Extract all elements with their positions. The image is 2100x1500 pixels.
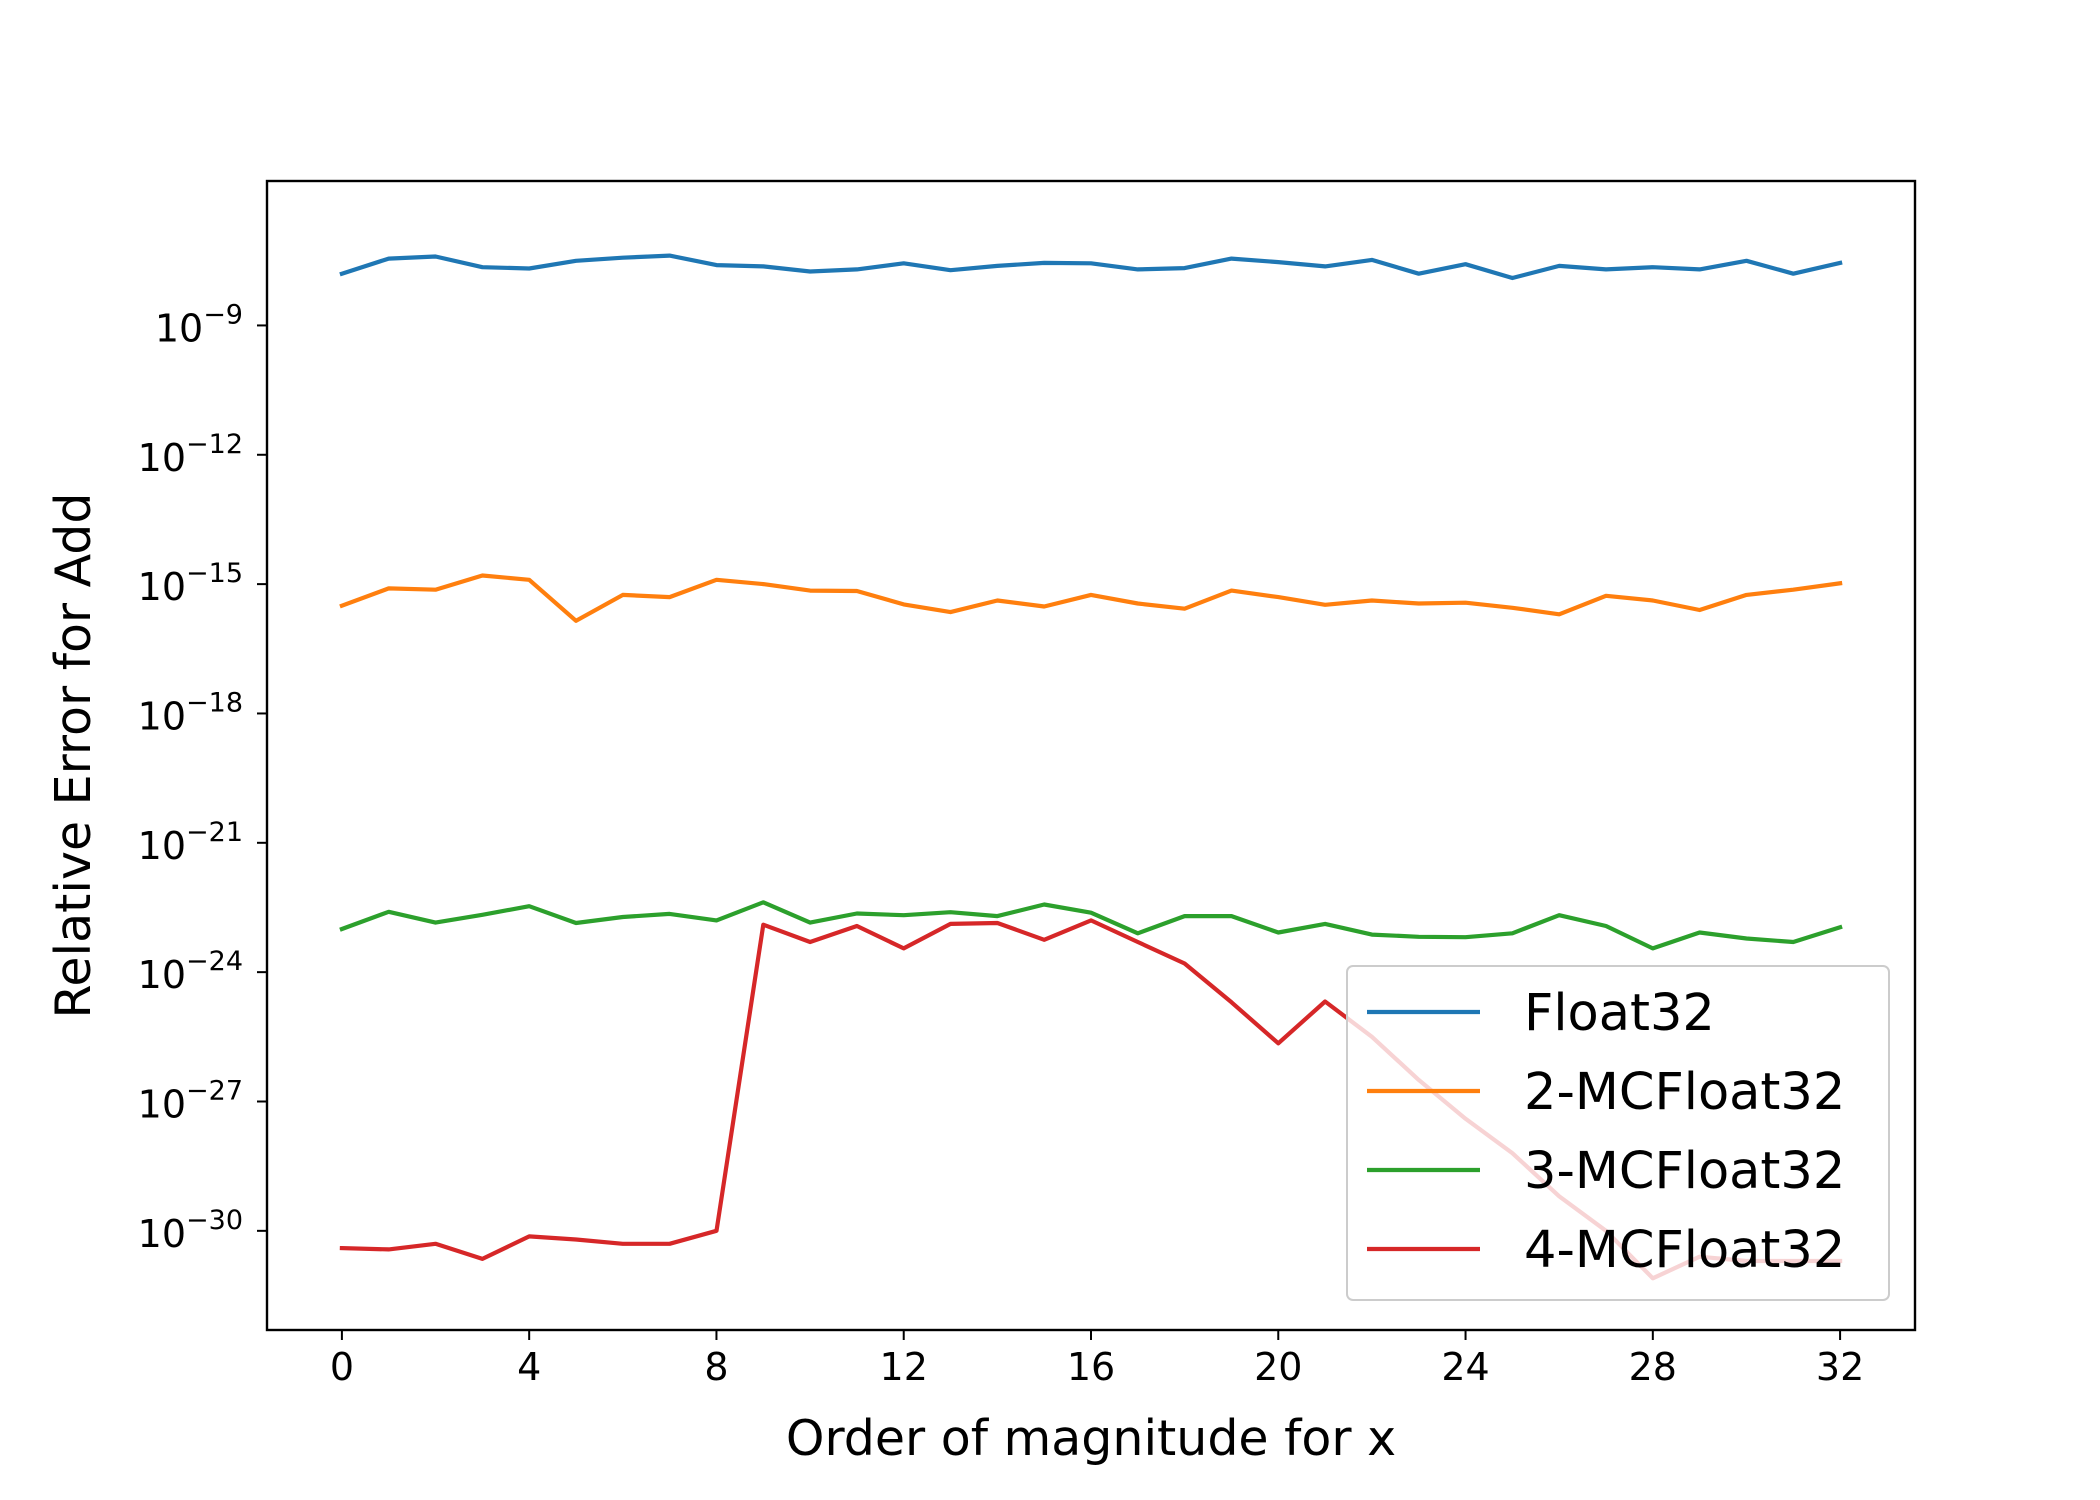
x-tick-label: 28 xyxy=(1629,1345,1677,1389)
legend-label: 3-MCFloat32 xyxy=(1524,1142,1845,1201)
y-tick-label-base: 10 xyxy=(155,306,203,350)
y-tick-label-exponent: −18 xyxy=(186,687,243,718)
series-line-3 xyxy=(339,900,1843,951)
y-tick-label: 10−27 xyxy=(138,1075,243,1126)
series-line-2 xyxy=(339,573,1843,623)
y-tick-label: 10−15 xyxy=(138,558,243,609)
y-tick-label: 10−30 xyxy=(138,1205,243,1256)
y-tick-label: 10−21 xyxy=(138,817,243,868)
x-tick-label: 32 xyxy=(1816,1345,1864,1389)
x-tick-label: 12 xyxy=(880,1345,928,1389)
x-tick-label: 0 xyxy=(330,1345,354,1389)
y-tick-label-base: 10 xyxy=(138,694,186,738)
y-tick-label-exponent: −21 xyxy=(186,817,243,848)
y-tick-label: 10−18 xyxy=(138,687,243,738)
legend-label: 4-MCFloat32 xyxy=(1524,1221,1845,1280)
y-tick-label-base: 10 xyxy=(138,436,186,480)
y-tick-label-base: 10 xyxy=(138,953,186,997)
y-tick-label-exponent: −15 xyxy=(186,558,243,589)
x-tick-label: 20 xyxy=(1254,1345,1302,1389)
x-tick-label: 4 xyxy=(517,1345,541,1389)
y-tick-label: 10−24 xyxy=(138,946,243,997)
y-tick-label: 10−9 xyxy=(155,299,243,350)
y-tick-label-base: 10 xyxy=(138,1212,186,1256)
x-axis-label: Order of magnitude for x xyxy=(786,1410,1396,1467)
y-tick-label-base: 10 xyxy=(138,565,186,609)
legend-label: Float32 xyxy=(1524,984,1715,1043)
y-tick-label-exponent: −9 xyxy=(203,299,243,330)
y-tick-label-exponent: −27 xyxy=(186,1075,243,1106)
series-line-1 xyxy=(339,253,1843,281)
x-axis-ticks: 0 4 8 12 16 20 24 28 32 xyxy=(330,1330,1864,1389)
x-tick-label: 8 xyxy=(704,1345,728,1389)
y-tick-label: 10−12 xyxy=(138,429,243,480)
y-tick-label-exponent: −24 xyxy=(186,946,243,977)
legend: Float32 2-MCFloat32 3-MCFloat32 4-MCFloat32 xyxy=(1346,965,1890,1301)
y-tick-label-exponent: −12 xyxy=(186,429,243,460)
y-tick-label-base: 10 xyxy=(138,1082,186,1126)
plot-lines xyxy=(339,253,1843,1281)
y-axis-label: Relative Error for Add xyxy=(45,492,102,1018)
legend-label: 2-MCFloat32 xyxy=(1524,1063,1845,1122)
x-tick-label: 16 xyxy=(1067,1345,1115,1389)
y-tick-label-exponent: −30 xyxy=(186,1205,243,1236)
legend-box xyxy=(1346,965,1890,1301)
y-tick-label-base: 10 xyxy=(138,824,186,868)
x-tick-label: 24 xyxy=(1441,1345,1489,1389)
